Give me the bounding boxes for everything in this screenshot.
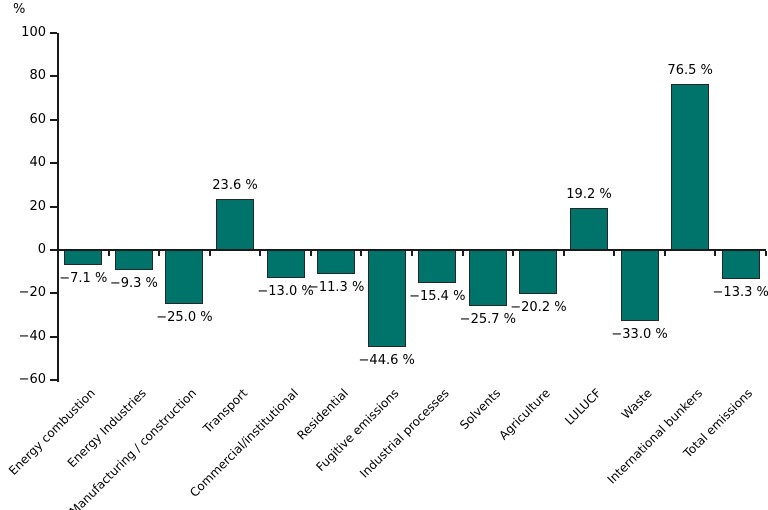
y-axis-tick-label: 80 xyxy=(29,68,46,84)
bar-value-label: −15.4 % xyxy=(409,289,466,305)
bar xyxy=(620,249,659,322)
bar-value-label: 76.5 % xyxy=(667,62,713,78)
bar-value-label: −9.3 % xyxy=(109,276,158,292)
bar xyxy=(468,249,507,306)
y-axis-tick xyxy=(50,32,57,34)
x-axis-tick xyxy=(208,250,211,256)
x-axis-category-label: Energy combustion xyxy=(6,386,99,478)
y-axis-tick xyxy=(50,118,57,121)
x-axis-category-label: Waste xyxy=(618,386,655,422)
x-axis-tick xyxy=(613,250,616,256)
y-axis-tick xyxy=(50,205,57,208)
x-axis-tick xyxy=(512,250,515,256)
bar-value-label: −33.0 % xyxy=(611,327,668,343)
bar xyxy=(367,249,406,347)
bar xyxy=(266,249,305,279)
bar xyxy=(671,83,710,250)
bar xyxy=(519,249,558,294)
bar xyxy=(64,249,103,266)
x-axis-tick xyxy=(714,250,717,256)
x-axis-category-label: Solvents xyxy=(456,386,503,433)
x-axis-category-label: International bunkers xyxy=(604,386,706,487)
bar-value-label: −25.7 % xyxy=(459,311,516,327)
bar-value-label: −13.0 % xyxy=(257,284,314,300)
bar-value-label: −11.3 % xyxy=(307,280,365,296)
y-axis-line xyxy=(57,33,59,382)
x-axis-tick xyxy=(765,250,767,256)
bar-value-label: 19.2 % xyxy=(566,187,612,203)
bar-value-label: −44.6 % xyxy=(358,352,415,368)
x-axis-tick xyxy=(411,250,413,256)
x-axis-tick xyxy=(107,250,110,256)
x-axis-tick xyxy=(259,250,262,256)
x-axis-category-label: LULUCF xyxy=(562,386,604,428)
x-axis-tick xyxy=(663,250,666,256)
y-axis-tick-label: 40 xyxy=(29,155,46,171)
y-axis-tick xyxy=(50,75,57,78)
bar-value-label: −13.3 % xyxy=(712,284,768,300)
bar xyxy=(114,249,153,271)
x-axis-category-label: Industrial processes xyxy=(357,386,453,481)
bar xyxy=(317,249,356,275)
y-axis-tick-label: 20 xyxy=(29,198,46,214)
bar-value-label: 23.6 % xyxy=(212,177,258,193)
x-axis-line xyxy=(57,248,766,251)
y-axis-tick xyxy=(50,248,57,251)
bar xyxy=(721,249,760,279)
y-axis-tick xyxy=(50,162,57,165)
y-axis-tick xyxy=(50,335,57,338)
y-axis-tick-label: 60 xyxy=(29,111,46,127)
y-axis-tick-label: −40 xyxy=(18,328,46,344)
x-axis-category-label: Commercial/institutional xyxy=(186,386,301,500)
bar xyxy=(216,198,254,250)
x-axis-tick xyxy=(309,250,312,256)
bar-value-label: −7.1 % xyxy=(59,271,108,287)
y-axis-tick-label: 0 xyxy=(37,241,46,257)
y-axis-tick-label: −20 xyxy=(18,285,46,301)
x-axis-category-label: Transport xyxy=(200,386,250,436)
y-axis-tick xyxy=(50,379,57,381)
bar-value-label: −25.0 % xyxy=(156,310,213,326)
y-axis-tick-label: −60 xyxy=(18,372,46,387)
x-axis-tick xyxy=(360,250,363,256)
bar xyxy=(165,249,204,305)
x-axis-tick xyxy=(562,250,565,256)
x-axis-category-label: Agriculture xyxy=(496,386,554,443)
bar-value-label: −20.2 % xyxy=(510,299,567,315)
y-axis-tick-label: 100 xyxy=(21,25,46,40)
x-axis-tick xyxy=(461,250,464,256)
bar xyxy=(570,208,608,250)
x-axis-tick xyxy=(158,250,161,256)
y-axis-unit-label: % xyxy=(13,2,26,17)
bar xyxy=(418,249,457,284)
y-axis-tick xyxy=(50,292,57,295)
